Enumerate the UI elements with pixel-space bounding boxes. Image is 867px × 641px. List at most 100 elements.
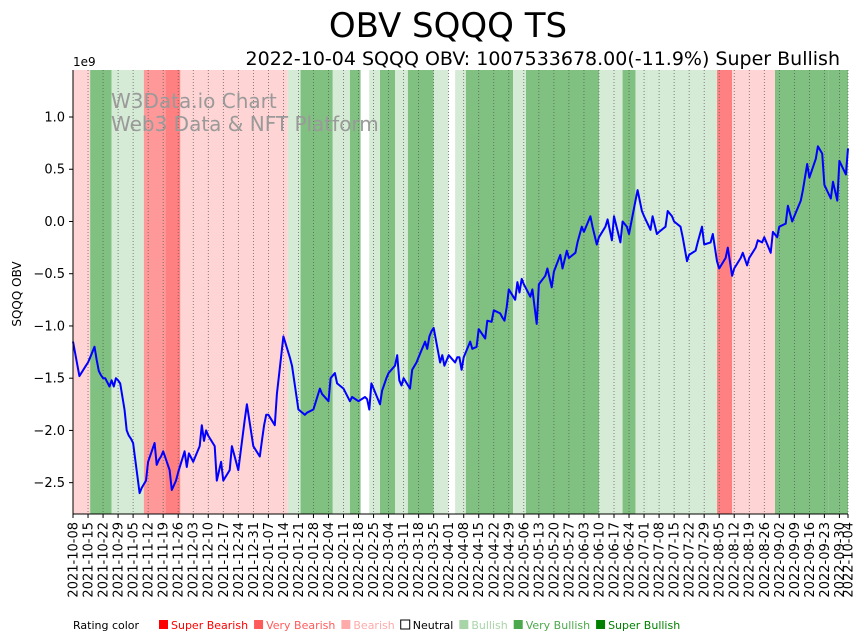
- x-tick-label: 2022-07-22: [683, 522, 698, 598]
- rating-band-bullish: [598, 70, 623, 514]
- x-tick-label: 2022-07-08: [653, 522, 668, 598]
- rating-band-bullish: [369, 70, 380, 514]
- legend-label-super-bullish: Super Bullish: [608, 619, 680, 632]
- x-tick-label: 2022-08-05: [713, 522, 728, 598]
- y-tick-label: 0.0: [44, 215, 65, 230]
- x-tick-label: 2021-10-29: [112, 522, 127, 598]
- obv-series-line: [72, 145, 849, 495]
- rating-band-very-bearish: [143, 70, 166, 514]
- x-tick-label: 2021-12-24: [232, 522, 247, 598]
- legend-swatch-very-bearish: [254, 620, 264, 629]
- rating-band-neutral: [448, 70, 456, 514]
- x-tick-label: 2022-07-01: [638, 522, 653, 598]
- x-tick-label: 2022-09-23: [818, 522, 833, 598]
- x-tick-label: 2022-09-30: [833, 522, 848, 598]
- legend-swatch-neutral: [400, 619, 411, 630]
- x-tick-label: 2022-03-11: [397, 522, 412, 598]
- y-axis-ticks: 1.0 0.5 0.0 −0.5 −1.0 −1.5 −2.0 −2.5: [33, 111, 73, 491]
- rating-band-neutral: [360, 70, 370, 514]
- legend-label-neutral: Neutral: [413, 619, 454, 632]
- x-tick-label: 2022-07-29: [698, 522, 713, 598]
- rating-band-bearish: [73, 70, 91, 514]
- legend-title: Rating color: [73, 619, 140, 632]
- x-tick-label: 2022-08-26: [758, 522, 773, 598]
- rating-band-very-bullish: [349, 70, 361, 514]
- legend-swatch-bearish: [341, 620, 351, 629]
- legend-swatch-super-bearish: [159, 620, 168, 629]
- y-tick-label: −2.5: [33, 476, 65, 491]
- x-tick-label: 2022-07-15: [668, 522, 683, 598]
- x-tick-label: 2022-08-12: [728, 522, 743, 598]
- y-tick-label: −1.0: [33, 319, 65, 334]
- y-tick-label: 0.5: [44, 163, 65, 178]
- rating-band-very-bullish: [90, 70, 112, 514]
- x-tick-label: 2022-01-14: [277, 522, 292, 598]
- x-tick-label: 2021-11-26: [172, 522, 187, 598]
- x-tick-label: 2021-11-12: [142, 522, 157, 598]
- y-tick-label: −0.5: [33, 267, 65, 282]
- x-tick-label: 2021-10-08: [67, 522, 82, 598]
- x-tick-label: 2022-04-29: [502, 522, 517, 598]
- rating-band-very-bullish: [465, 70, 514, 514]
- x-tick-label: 2022-09-09: [788, 522, 803, 598]
- x-tick-label: 2022-03-18: [412, 522, 427, 598]
- rating-bands: [73, 70, 848, 514]
- rating-band-bearish: [732, 70, 776, 514]
- x-tick-label: 2022-01-21: [292, 522, 307, 598]
- x-tick-label: 2022-06-17: [607, 522, 622, 598]
- legend-label-super-bearish: Super Bearish: [171, 619, 248, 632]
- watermark-line-1: W3Data.io Chart: [111, 89, 277, 113]
- x-tick-label: 2022-01-28: [307, 522, 322, 598]
- rating-band-bullish: [648, 70, 718, 514]
- x-tick-label: 2021-12-03: [187, 522, 202, 598]
- chart-title: OBV SQQQ TS: [329, 6, 567, 46]
- x-tick-label: 2022-03-04: [382, 522, 397, 598]
- rating-band-very-bullish: [525, 70, 599, 514]
- rating-band-very-bullish: [828, 70, 848, 514]
- x-tick-label: 2021-11-19: [157, 522, 172, 598]
- x-tick-label: 2022-04-15: [472, 522, 487, 598]
- rating-band-very-bullish: [300, 70, 333, 514]
- y-tick-label: −2.0: [33, 424, 65, 439]
- y-tick-label: 1.0: [44, 111, 65, 126]
- chart-subtitle: 2022-10-04 SQQQ OBV: 1007533678.00(-11.9…: [246, 48, 840, 70]
- x-axis-ticks: 2021-10-08 2021-10-15 2021-10-22 2021-10-29…: [67, 514, 857, 598]
- legend-swatch-super-bullish: [596, 620, 606, 629]
- rating-band-bullish: [635, 70, 649, 514]
- rating-band-bullish: [111, 70, 144, 514]
- x-tick-label: 2021-10-22: [97, 522, 112, 598]
- rating-band-bullish: [395, 70, 408, 514]
- x-tick-label: 2022-05-20: [547, 522, 562, 598]
- x-tick-label: 2022-09-16: [803, 522, 818, 598]
- x-tick-label: 2022-04-01: [442, 522, 457, 598]
- x-tick-label: 2021-12-31: [247, 522, 262, 598]
- y-tick-label: −1.5: [33, 372, 65, 387]
- x-tick-label: 2022-05-27: [562, 522, 577, 598]
- rating-legend: Rating color Super Bearish Very Bearish Be…: [73, 619, 680, 632]
- x-tick-label: 2022-04-22: [487, 522, 502, 598]
- rating-band-very-bullish: [379, 70, 396, 514]
- rating-band-super-bearish: [717, 70, 733, 514]
- rating-band-bearish: [180, 70, 288, 514]
- x-tick-label: 2022-05-06: [517, 522, 532, 598]
- legend-swatch-very-bullish: [513, 620, 523, 629]
- y-axis-label: SQQQ OBV: [10, 261, 24, 327]
- x-tick-label: 2022-10-04: [842, 522, 857, 598]
- x-gridlines: [72, 70, 849, 514]
- rating-band-very-bullish: [407, 70, 434, 514]
- x-tick-label: 2021-10-15: [82, 522, 97, 598]
- x-tick-label: 2022-02-11: [337, 522, 352, 598]
- watermark-line-2: Web3 Data & NFT Platform: [111, 112, 379, 136]
- x-tick-label: 2021-12-10: [202, 522, 217, 598]
- rating-band-super-bearish: [165, 70, 181, 514]
- x-tick-label: 2022-05-13: [532, 522, 547, 598]
- x-tick-label: 2022-09-02: [773, 522, 788, 598]
- x-tick-label: 2022-06-24: [623, 522, 638, 598]
- legend-label-bullish: Bullish: [471, 619, 507, 632]
- x-tick-label: 2022-03-25: [427, 522, 442, 598]
- x-tick-label: 2022-04-08: [457, 522, 472, 598]
- x-tick-label: 2022-08-19: [743, 522, 758, 598]
- x-tick-label: 2021-12-17: [217, 522, 232, 598]
- y-axis-multiplier: 1e9: [73, 55, 96, 69]
